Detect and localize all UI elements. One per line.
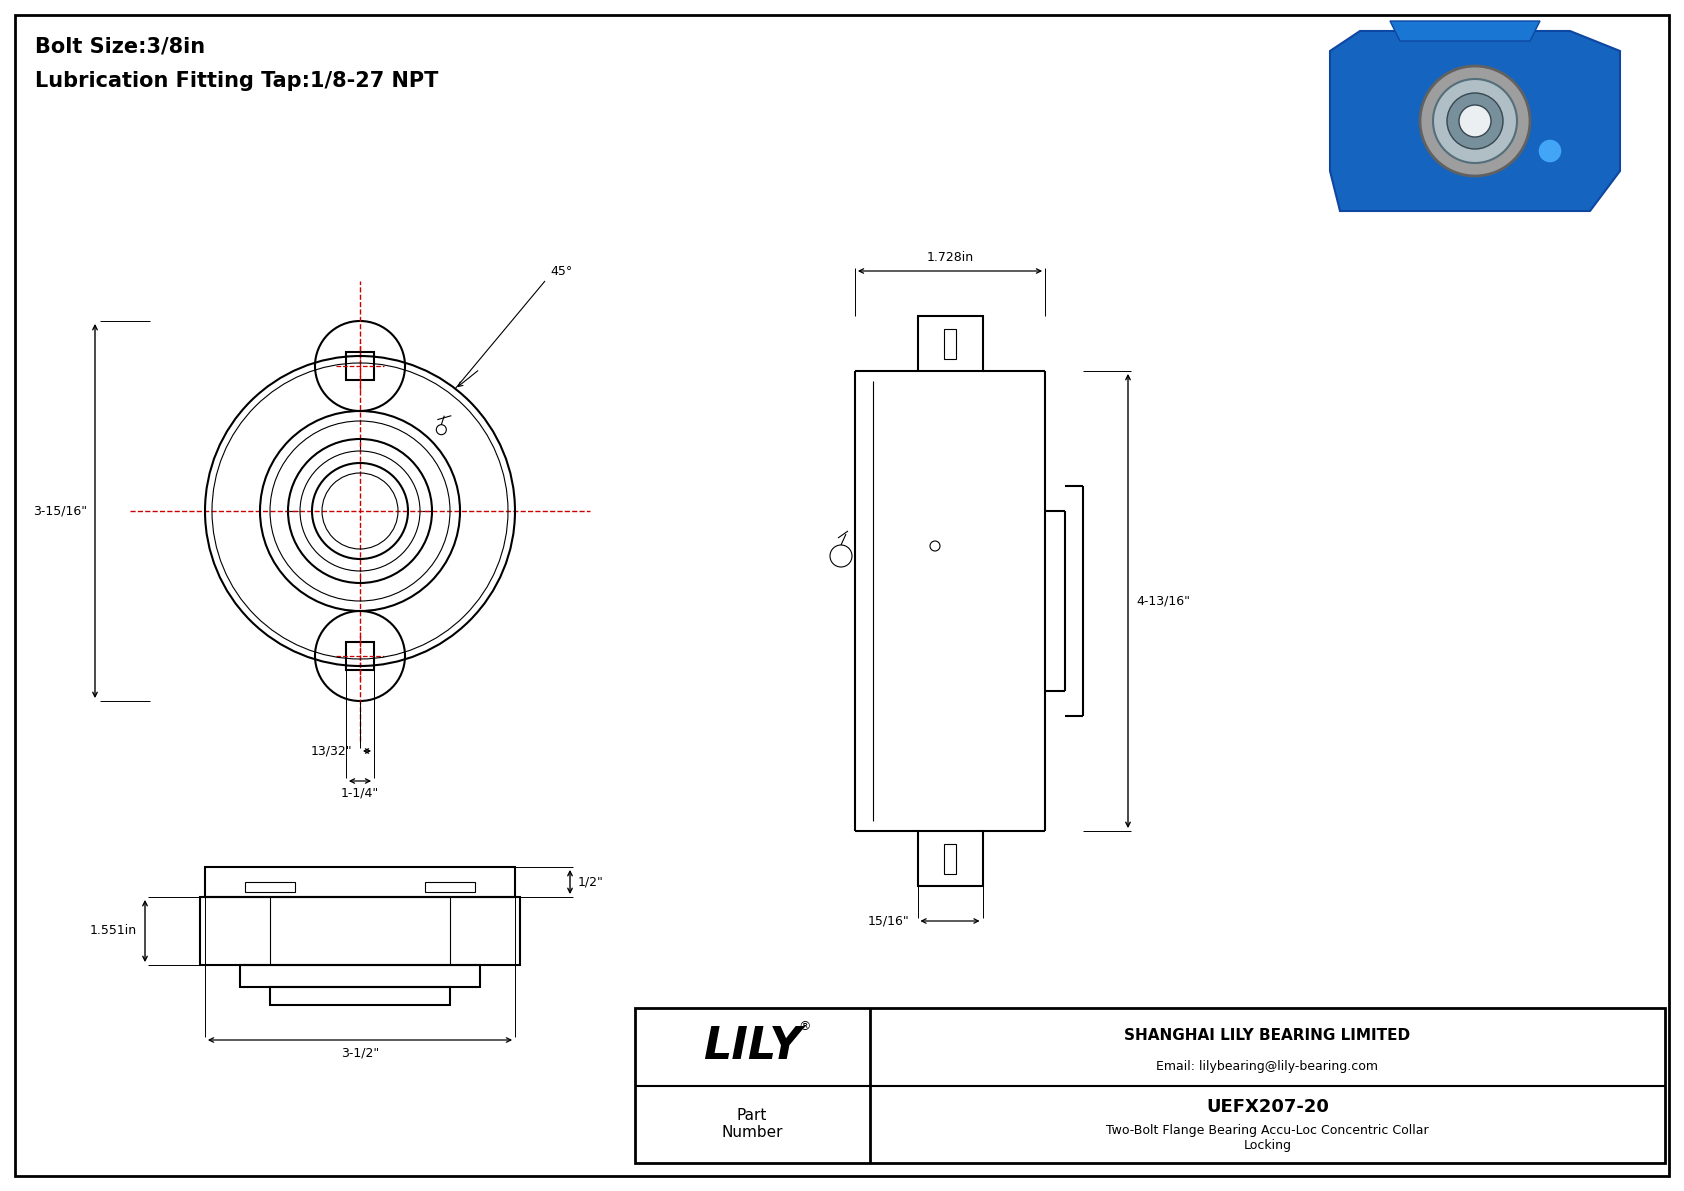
Text: 13/32": 13/32" <box>310 744 352 757</box>
Text: UEFX207-20: UEFX207-20 <box>1206 1098 1329 1116</box>
Bar <box>345 353 374 380</box>
Text: ®: ® <box>798 1021 810 1034</box>
Text: Email: lilybearing@lily-bearing.com: Email: lilybearing@lily-bearing.com <box>1157 1060 1379 1073</box>
Bar <box>200 897 520 965</box>
Circle shape <box>1537 139 1563 163</box>
Bar <box>918 316 982 372</box>
Text: SHANGHAI LILY BEARING LIMITED: SHANGHAI LILY BEARING LIMITED <box>1125 1028 1411 1043</box>
Polygon shape <box>1330 31 1620 211</box>
Text: 1/2": 1/2" <box>578 875 605 888</box>
Text: Bolt Size:3/8in: Bolt Size:3/8in <box>35 36 205 56</box>
Bar <box>424 883 475 892</box>
Text: 1.551in: 1.551in <box>89 924 136 937</box>
Text: 4-13/16": 4-13/16" <box>1137 594 1191 607</box>
Text: Lubrication Fitting Tap:1/8-27 NPT: Lubrication Fitting Tap:1/8-27 NPT <box>35 71 438 91</box>
Bar <box>269 987 450 1005</box>
Text: 1-1/4": 1-1/4" <box>340 787 379 800</box>
Text: Part
Number: Part Number <box>721 1108 783 1141</box>
Circle shape <box>1458 105 1490 137</box>
Circle shape <box>1447 93 1504 149</box>
Bar <box>945 329 957 358</box>
Bar <box>945 843 957 873</box>
Text: LILY: LILY <box>702 1025 802 1068</box>
Text: 15/16": 15/16" <box>867 915 909 928</box>
Text: 1.728in: 1.728in <box>926 251 973 264</box>
Bar <box>345 642 374 671</box>
Bar <box>241 965 480 987</box>
Bar <box>918 831 982 886</box>
Text: 3-1/2": 3-1/2" <box>340 1047 379 1060</box>
Circle shape <box>1420 66 1531 176</box>
Bar <box>635 1008 1665 1162</box>
Circle shape <box>1433 79 1517 163</box>
Bar <box>205 867 515 897</box>
Polygon shape <box>1389 21 1539 40</box>
Text: 3-15/16": 3-15/16" <box>34 505 88 518</box>
Bar <box>244 883 295 892</box>
Text: Two-Bolt Flange Bearing Accu-Loc Concentric Collar
Locking: Two-Bolt Flange Bearing Accu-Loc Concent… <box>1106 1124 1428 1152</box>
Text: 45°: 45° <box>551 266 573 278</box>
